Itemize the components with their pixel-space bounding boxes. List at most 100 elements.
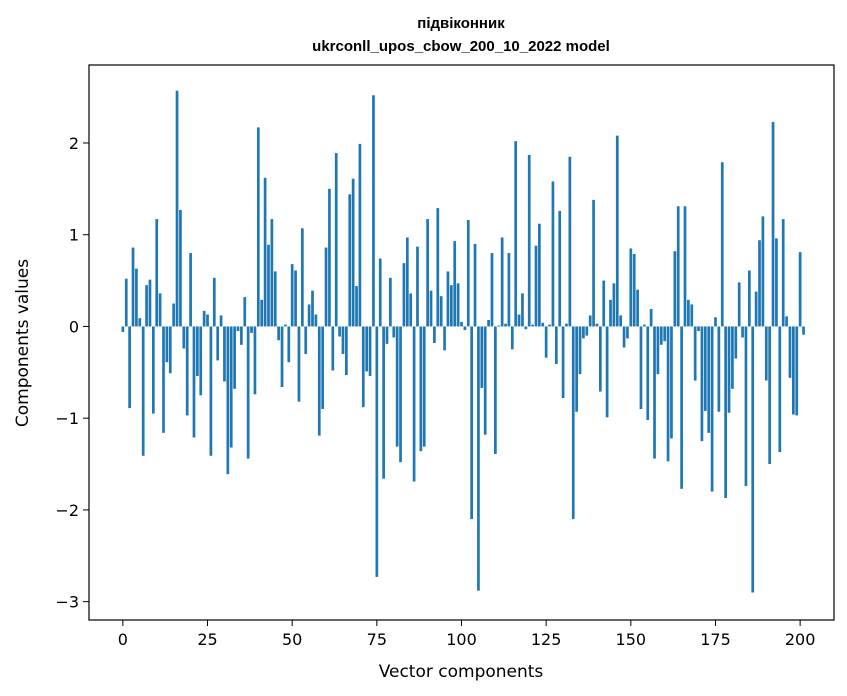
bar [656, 326, 660, 375]
bar [372, 95, 375, 327]
bar [270, 219, 274, 327]
bar [456, 283, 460, 327]
bar [311, 290, 314, 327]
bar [710, 326, 714, 492]
bar [294, 270, 297, 327]
bar [168, 326, 172, 374]
bar [487, 320, 490, 327]
bar [737, 282, 741, 327]
bar [683, 206, 687, 327]
x-axis-label: Vector components [379, 662, 544, 682]
bar [700, 326, 704, 442]
bar [358, 143, 362, 327]
y-tick-label: −2 [55, 501, 79, 520]
bar [554, 326, 558, 365]
x-tick-label: 200 [785, 630, 816, 649]
bar [124, 278, 128, 327]
bar [724, 326, 727, 498]
bar [436, 208, 440, 327]
bar [375, 326, 379, 577]
bar [636, 289, 639, 327]
bar [741, 326, 744, 338]
bar [449, 285, 453, 327]
bar [565, 323, 568, 327]
bar [544, 326, 548, 358]
bar [355, 286, 358, 327]
bar [676, 206, 680, 327]
bar [795, 326, 799, 416]
bar [575, 326, 578, 412]
bar [615, 135, 619, 327]
bar [135, 268, 138, 327]
bar [405, 237, 409, 327]
bar [531, 324, 534, 327]
bar [764, 326, 768, 381]
bar [680, 326, 683, 489]
bar [172, 303, 176, 327]
bar [395, 326, 399, 447]
bar [605, 326, 609, 418]
bar [338, 326, 341, 337]
bar [182, 326, 186, 349]
bar [734, 326, 738, 359]
y-tick-label: 2 [69, 134, 79, 153]
bar [470, 326, 474, 520]
bar [585, 326, 589, 336]
plot-frame [88, 64, 835, 621]
bar [439, 296, 443, 327]
bar [253, 326, 257, 395]
bar [500, 237, 504, 327]
bar [402, 263, 406, 327]
bar [361, 326, 365, 408]
bar [250, 326, 253, 333]
bar [595, 323, 599, 327]
bar [378, 258, 382, 327]
y-axis-label: Components values [13, 259, 33, 427]
bar [317, 326, 321, 436]
bar [446, 271, 450, 327]
bar [578, 326, 582, 375]
bar [534, 245, 538, 327]
bar [284, 324, 287, 327]
bar [588, 315, 592, 327]
bar [514, 141, 518, 327]
bar [223, 326, 226, 382]
bar [541, 322, 545, 327]
bar [659, 326, 663, 345]
bar [158, 293, 162, 327]
bar [494, 326, 497, 454]
bar [778, 326, 782, 453]
bar [707, 326, 711, 433]
bar [697, 326, 700, 332]
bar [670, 326, 673, 439]
bar [307, 304, 311, 327]
bar [185, 326, 189, 416]
bar [781, 219, 785, 327]
x-tick-label: 125 [531, 630, 562, 649]
bar [463, 326, 467, 331]
bar [731, 326, 734, 389]
bar [138, 318, 142, 327]
bar [341, 326, 345, 354]
bar [280, 326, 284, 387]
bar [524, 326, 528, 330]
bar [277, 326, 280, 341]
bar [216, 326, 220, 361]
bar [609, 299, 612, 327]
bar [429, 290, 433, 327]
x-tick-label: 50 [282, 630, 302, 649]
bar [714, 317, 717, 327]
bar [290, 264, 294, 327]
bar [663, 326, 667, 342]
bar [548, 324, 551, 327]
bar [263, 177, 267, 327]
bar [690, 304, 694, 327]
bar [792, 326, 795, 415]
bar [300, 228, 304, 327]
bar [324, 247, 328, 327]
bar [331, 326, 335, 371]
bar [568, 156, 572, 327]
y-axis-ticks: −3 −2 −1 0 1 2 [55, 134, 89, 612]
bar [717, 326, 721, 412]
chart-title-word: підвіконник [417, 15, 505, 32]
